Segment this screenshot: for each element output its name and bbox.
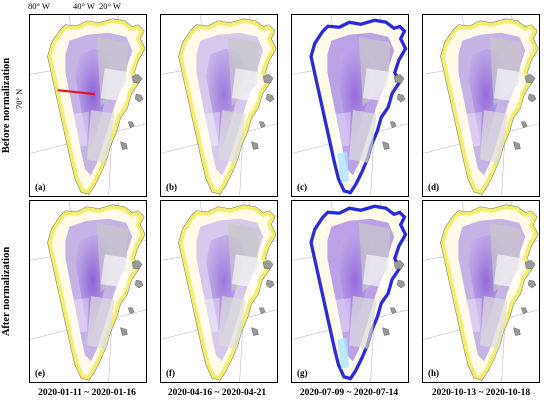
panel-label: (h) [428,368,439,378]
coord-80w: 80° W [28,1,50,11]
row-label-after: After normalization [1,246,13,336]
map-panel-g: (g) [291,200,409,383]
date-label-2: 2020-04-16 ~ 2020-04-21 [167,388,267,398]
panel-label: (b) [166,182,177,192]
panel-label: (g) [297,368,308,378]
row-label-before: Before normalization [1,57,13,153]
map-panel-c: (c) [291,14,409,197]
date-label-4: 2020-10-13 ~ 2020-10-18 [431,388,531,398]
map-panel-e: (e) [29,200,147,383]
coord-40w: 40° W [73,1,95,11]
panel-label: (a) [35,182,46,192]
map-panel-f: (f) [160,200,278,383]
panel-label: (c) [297,182,307,192]
date-label-3: 2020-07-09 ~ 2020-07-14 [299,388,399,398]
panel-label: (d) [428,182,439,192]
panel-label: (f) [166,368,175,378]
panel-label: (e) [35,368,45,378]
map-panel-h: (h) [422,200,540,383]
map-panel-a: (a) [29,14,147,197]
map-panel-d: (d) [422,14,540,197]
transect-line [57,89,95,96]
coord-70n: 70° N [14,88,24,109]
coord-20w: 20° W [99,1,121,11]
map-panel-b: (b) [160,14,278,197]
date-label-1: 2020-01-11 ~ 2020-01-16 [38,388,136,398]
